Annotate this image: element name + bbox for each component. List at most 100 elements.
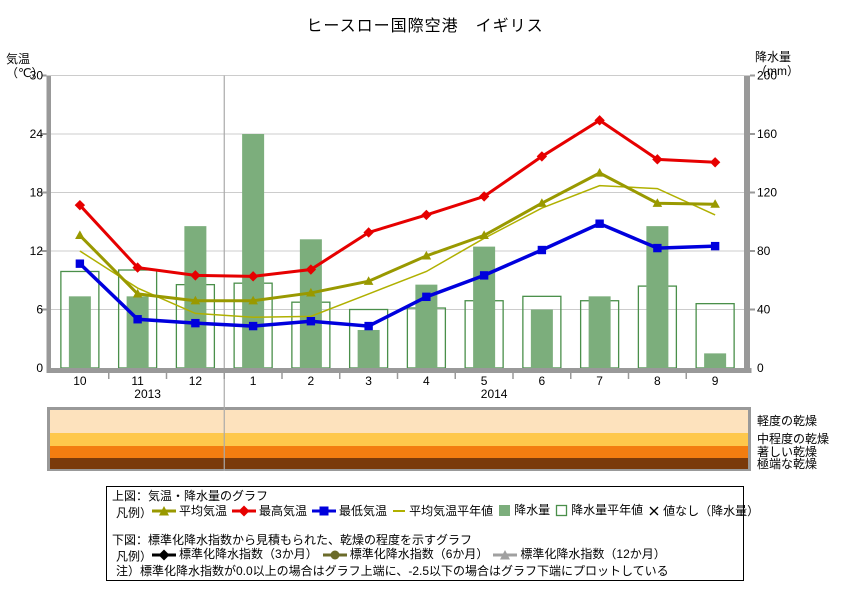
mean-temp-line-icon xyxy=(152,505,177,517)
right-axis-bar xyxy=(744,75,750,373)
spi12-line-icon xyxy=(493,549,518,561)
legend-upper-items: 凡例） 平均気温 最高気温 最低気温 平均気温平年値 降水量 降水量平年値 値なし（降水量） xyxy=(112,504,759,520)
spi3-line-icon xyxy=(152,549,177,561)
legend-upper-title: 上図：気温・降水量のグラフ xyxy=(112,489,269,503)
平均気温平年値-line xyxy=(79,184,716,319)
legend-item-no-value: 値なし（降水量） xyxy=(648,504,759,518)
precip-tick-label: 40 xyxy=(757,303,771,317)
平均気温-marker xyxy=(537,198,547,207)
month-label: 1 xyxy=(250,374,257,388)
month-label: 12 xyxy=(189,374,203,388)
dryness-stripe xyxy=(50,433,748,446)
最高気温-line xyxy=(78,118,716,278)
dryness-stripe xyxy=(50,410,748,433)
month-label: 4 xyxy=(423,374,430,388)
month-label: 11 xyxy=(131,374,144,388)
最高気温-marker xyxy=(478,191,490,202)
month-label: 9 xyxy=(712,374,719,388)
no-value-x-icon xyxy=(648,505,660,517)
最低気温-marker xyxy=(653,243,662,253)
legend-lower-title: 下図：標準化降水指数から見積もられた、乾燥の程度を示すグラフ xyxy=(112,533,473,547)
temp-tick-label: 18 xyxy=(30,186,44,200)
最低気温-marker xyxy=(133,315,142,324)
precip-axis-unit: 降水量 （mm） xyxy=(755,50,799,78)
最高気温-marker xyxy=(709,157,721,168)
平均気温-marker xyxy=(75,230,85,239)
最高気温-marker xyxy=(421,209,432,221)
dryness-label-moderate: 中程度の乾燥 xyxy=(757,432,830,446)
最低気温-marker xyxy=(191,318,200,328)
temp-tick-label: 30 xyxy=(30,69,44,83)
平均気温-marker xyxy=(190,295,201,305)
normal-precip-bar-icon xyxy=(555,504,568,517)
page-title: ヒースロー国際空港 イギリス xyxy=(306,18,544,35)
dryness-stripe xyxy=(50,458,748,469)
precip-tick-label: 120 xyxy=(757,186,777,200)
最高気温-marker xyxy=(247,271,259,282)
precip-bar xyxy=(588,296,611,368)
dryness-label-severe: 著しい乾燥 xyxy=(757,445,818,459)
max-temp-line-icon xyxy=(232,505,257,517)
precip-tick-label: 160 xyxy=(757,127,777,141)
precip-bar-icon xyxy=(498,504,511,517)
temp-tick-label: 24 xyxy=(30,127,44,141)
precip-bar xyxy=(646,226,669,368)
最高気温-marker xyxy=(594,115,605,126)
最低気温-marker xyxy=(248,321,258,331)
legend-note: 注）標準化降水指数が0.0以上の場合はグラフ上端に、-2.5以下の場合はグラフ下… xyxy=(116,563,669,578)
最低気温-line xyxy=(78,221,716,328)
平均気温-marker xyxy=(132,288,143,298)
month-label: 5 xyxy=(481,374,488,388)
legend-item-normal-mean-temp: 平均気温平年値 xyxy=(392,504,493,518)
month-label: 8 xyxy=(654,374,661,388)
legend-item-max-temp: 最高気温 xyxy=(232,504,307,518)
平均気温-marker xyxy=(421,250,432,260)
平均気温-marker xyxy=(363,276,374,285)
dryness-label-extreme: 極端な乾燥 xyxy=(757,457,818,471)
最低気温-marker xyxy=(595,219,604,228)
spi6-line-icon xyxy=(322,549,347,561)
平均気温-marker xyxy=(479,230,489,239)
normal-mean-line-icon xyxy=(392,505,406,517)
precip-tick-label: 0 xyxy=(757,361,764,375)
precip-tick-label: 200 xyxy=(757,69,777,83)
temp-tick-label: 12 xyxy=(30,244,44,258)
precip-bar xyxy=(704,353,727,368)
temp-tick-label: 6 xyxy=(36,303,43,317)
最高気温-marker xyxy=(363,227,374,238)
left-axis-bar xyxy=(46,75,51,373)
temp-axis-unit: 気温 （℃） xyxy=(6,52,44,80)
最高気温-marker xyxy=(652,154,663,165)
precip-bar xyxy=(415,284,438,368)
precip-bar xyxy=(473,246,496,368)
平均気温-marker xyxy=(652,198,663,207)
precip-bar xyxy=(530,309,553,368)
平均気温-marker xyxy=(594,168,605,177)
平均気温-marker xyxy=(306,287,316,297)
precip-bar xyxy=(68,296,91,368)
最低気温-marker xyxy=(537,245,547,255)
legend-item-precip: 降水量 xyxy=(498,504,550,517)
最低気温-marker xyxy=(306,317,316,326)
month-label: 7 xyxy=(596,374,603,388)
precip-bar xyxy=(242,134,265,368)
month-label: 6 xyxy=(539,374,546,388)
legend-prefix: 凡例） xyxy=(116,506,153,520)
最低気温-marker xyxy=(364,321,373,331)
precip-bar xyxy=(357,329,380,368)
legend-item-min-temp: 最低気温 xyxy=(312,504,387,518)
最高気温-marker xyxy=(190,270,201,281)
最低気温-marker xyxy=(710,241,720,251)
legend-item-mean-temp: 平均気温 xyxy=(152,504,227,518)
平均気温-marker xyxy=(710,199,720,208)
precip-bar xyxy=(126,296,149,368)
dryness-stripe xyxy=(50,446,748,458)
precip-tick-label: 80 xyxy=(757,244,771,258)
month-label: 2 xyxy=(308,374,315,388)
legend-item-spi6: 標準化降水指数（6か月） xyxy=(322,548,488,561)
平均気温-line xyxy=(78,171,716,303)
bottom-axis-bar xyxy=(46,368,752,373)
最高気温-marker xyxy=(305,264,317,275)
最高気温-marker xyxy=(132,262,143,273)
最高気温-marker xyxy=(536,151,548,162)
